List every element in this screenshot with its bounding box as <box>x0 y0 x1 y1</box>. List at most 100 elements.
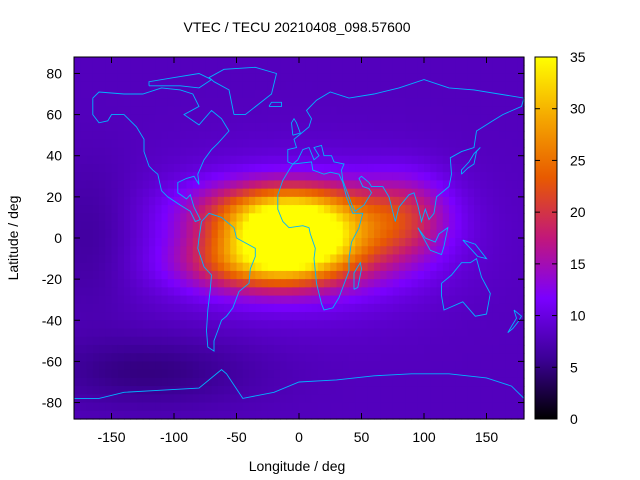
heatmap-cell <box>142 106 150 116</box>
heatmap-cell <box>117 139 125 149</box>
heatmap-cell <box>205 238 213 247</box>
heatmap-cell <box>292 320 300 330</box>
heatmap-cell <box>392 270 400 280</box>
heatmap-cell <box>74 328 81 338</box>
heatmap-cell <box>99 73 106 83</box>
heatmap-cell <box>392 238 400 247</box>
heatmap-cell <box>149 221 156 231</box>
heatmap-cell <box>324 287 331 297</box>
heatmap-cell <box>242 361 250 371</box>
heatmap-cell <box>155 196 163 206</box>
heatmap-cell <box>430 246 438 256</box>
heatmap-cell <box>299 303 306 313</box>
heatmap-cell <box>117 312 125 321</box>
heatmap-cell <box>255 402 263 412</box>
heatmap-cell <box>367 155 375 165</box>
heatmap-cell <box>424 89 431 99</box>
heatmap-cell <box>386 163 394 173</box>
heatmap-cell <box>224 402 231 412</box>
heatmap-cell <box>236 344 244 354</box>
heatmap-cell <box>467 205 475 214</box>
heatmap-cell <box>449 139 456 149</box>
heatmap-cell <box>136 172 144 182</box>
heatmap-cell <box>130 377 138 387</box>
heatmap-cell <box>336 353 344 363</box>
heatmap-cell <box>461 262 469 272</box>
heatmap-cell <box>155 336 163 346</box>
heatmap-cell <box>430 295 438 305</box>
heatmap-cell <box>255 229 263 239</box>
heatmap-cell <box>480 386 488 395</box>
heatmap-cell <box>474 394 481 404</box>
heatmap-cell <box>355 106 363 116</box>
heatmap-cell <box>424 262 431 272</box>
heatmap-cell <box>211 81 219 91</box>
heatmap-cell <box>305 279 313 288</box>
heatmap-cell <box>167 196 175 206</box>
heatmap-cell <box>380 221 388 231</box>
heatmap-cell <box>130 122 138 132</box>
heatmap-cell <box>399 353 406 363</box>
x-tick-label: -150 <box>97 429 125 445</box>
heatmap-cell <box>330 295 338 305</box>
heatmap-cell <box>117 147 125 157</box>
heatmap-cell <box>230 221 238 231</box>
heatmap-cell <box>480 57 488 66</box>
heatmap-cell <box>305 57 313 66</box>
heatmap-cell <box>224 205 231 214</box>
heatmap-cell <box>361 238 369 247</box>
heatmap-cell <box>355 312 363 321</box>
heatmap-cell <box>261 328 269 338</box>
heatmap-cell <box>349 287 356 297</box>
heatmap-cell <box>342 328 350 338</box>
heatmap-cell <box>211 328 219 338</box>
heatmap-cell <box>142 73 150 83</box>
heatmap-cell <box>336 369 344 379</box>
heatmap-cell <box>486 196 494 206</box>
heatmap-cell <box>292 394 300 404</box>
heatmap-cell <box>161 369 169 379</box>
heatmap-cell <box>155 254 163 264</box>
heatmap-cell <box>236 246 244 256</box>
heatmap-cell <box>336 270 344 280</box>
heatmap-cell <box>230 386 238 395</box>
heatmap-cell <box>255 221 263 231</box>
heatmap-cell <box>436 402 444 412</box>
heatmap-cell <box>336 98 344 107</box>
heatmap-cell <box>274 377 281 387</box>
heatmap-cell <box>386 386 394 395</box>
heatmap-cell <box>467 369 475 379</box>
heatmap-cell <box>380 122 388 132</box>
heatmap-cell <box>80 295 88 305</box>
heatmap-cell <box>505 386 513 395</box>
heatmap-cell <box>211 361 219 371</box>
heatmap-cell <box>430 353 438 363</box>
heatmap-cell <box>436 155 444 165</box>
heatmap-cell <box>199 188 206 198</box>
heatmap-cell <box>374 131 381 140</box>
heatmap-cell <box>130 188 138 198</box>
heatmap-cell <box>167 155 175 165</box>
heatmap-cell <box>442 246 450 256</box>
heatmap-cell <box>211 57 219 66</box>
heatmap-cell <box>330 402 338 412</box>
heatmap-cell <box>136 270 144 280</box>
heatmap-cell <box>74 98 81 107</box>
heatmap-cell <box>205 221 213 231</box>
heatmap-cell <box>455 377 463 387</box>
heatmap-cell <box>299 369 306 379</box>
heatmap-cell <box>242 229 250 239</box>
heatmap-cell <box>224 139 231 149</box>
heatmap-cell <box>417 386 425 395</box>
heatmap-cell <box>299 89 306 99</box>
heatmap-cell <box>399 270 406 280</box>
heatmap-cell <box>430 287 438 297</box>
heatmap-cell <box>442 336 450 346</box>
heatmap-cell <box>211 295 219 305</box>
new-zealand-coastline <box>507 309 523 333</box>
heatmap-cell <box>80 131 88 140</box>
heatmap-cell <box>86 344 94 354</box>
heatmap-cell <box>280 410 288 420</box>
heatmap-cell <box>99 369 106 379</box>
heatmap-cell <box>186 139 194 149</box>
